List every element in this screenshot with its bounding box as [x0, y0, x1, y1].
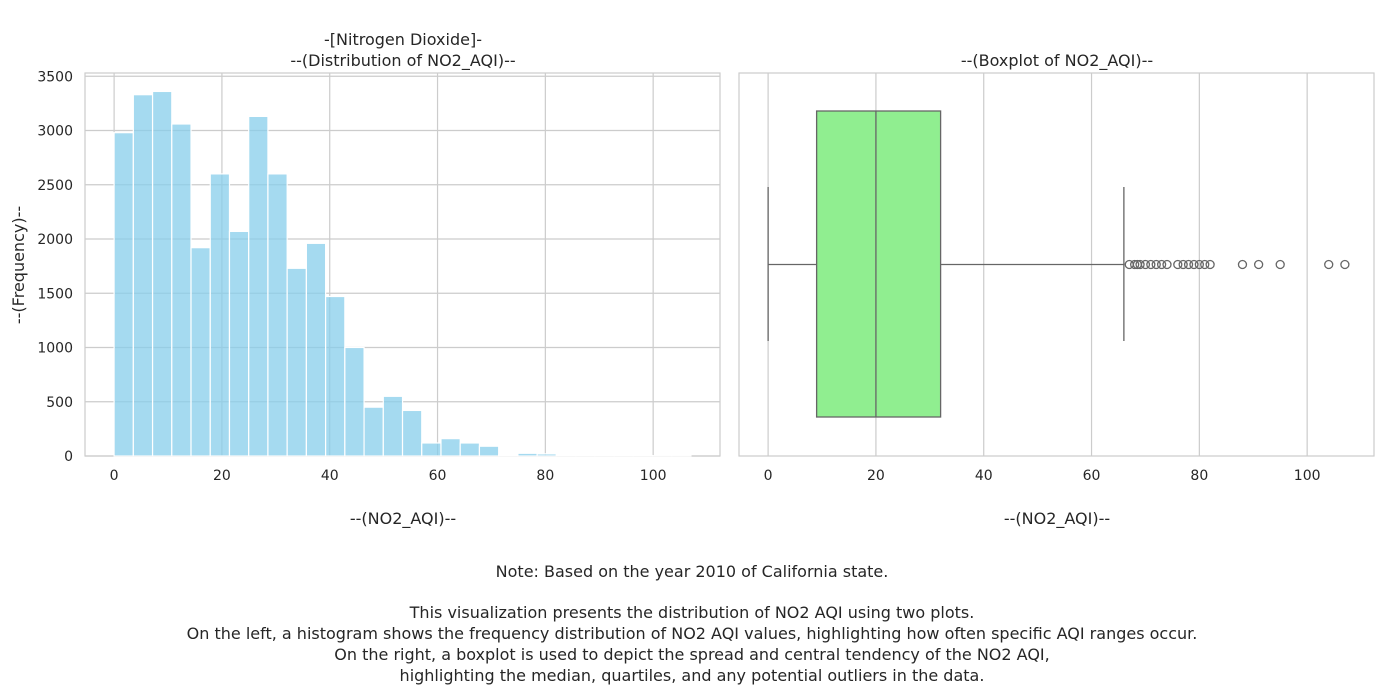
boxplot-x-tick-label: 80 — [1190, 468, 1208, 484]
boxplot-outlier-point — [1156, 259, 1167, 270]
histogram-bar — [305, 242, 327, 457]
histogram-y-tick-label: 1500 — [37, 286, 73, 302]
boxplot-outlier-point — [1140, 259, 1151, 270]
histogram-x-tick-label: 100 — [640, 468, 667, 484]
histogram-y-tick-label: 2500 — [37, 178, 73, 194]
histogram-bar — [613, 454, 634, 457]
boxplot-outlier-point — [1183, 259, 1194, 270]
histogram-bar — [132, 94, 154, 457]
boxplot-outlier-point — [1146, 259, 1156, 270]
histogram-bar — [574, 454, 596, 457]
histogram-y-tick-label: 3000 — [37, 124, 73, 140]
histogram-bar — [594, 454, 615, 457]
boxplot-outlier-point — [1151, 259, 1161, 270]
histogram-title: -[Nitrogen Dioxide]- — [324, 30, 482, 49]
boxplot-outlier-point — [1275, 259, 1285, 270]
histogram-x-tick-label: 20 — [213, 468, 231, 484]
note-description-line-2: On the left, a histogram shows the frequ… — [186, 624, 1198, 643]
histogram-x-ticks: 0 20 40 60 80 100 — [110, 468, 667, 484]
histogram-x-tick-label: 80 — [536, 468, 554, 484]
boxplot-marks — [767, 110, 1350, 418]
boxplot-outlier-point — [1135, 259, 1145, 270]
histogram-bar — [344, 346, 365, 457]
boxplot-x-tick-label: 100 — [1294, 468, 1321, 484]
histogram-bar — [286, 267, 307, 457]
note-source: Note: Based on the year 2010 of Californ… — [495, 562, 889, 581]
boxplot-outlier-point — [1324, 259, 1334, 270]
boxplot-outlier-point — [1237, 259, 1248, 270]
boxplot-title: --(Boxplot of NO2_AQI)-- — [961, 51, 1153, 71]
boxplot-outlier-point — [1205, 259, 1215, 270]
note-description-line-1: This visualization presents the distribu… — [409, 603, 975, 622]
histogram-bar — [517, 452, 538, 457]
histogram-bar — [555, 454, 577, 457]
boxplot-x-tick-label: 40 — [975, 468, 993, 484]
boxplot-box — [815, 110, 942, 418]
histogram-bar — [363, 406, 384, 457]
histogram-bar — [267, 173, 288, 457]
histogram-bar — [228, 230, 250, 457]
histogram-chart: 0 20 40 60 80 100 0 500 1000 1500 2000 2500 3000 350… — [9, 30, 721, 529]
histogram-bar — [440, 438, 461, 457]
boxplot-x-ticks: 0 20 40 60 80 100 — [764, 468, 1321, 484]
histogram-y-label: --(Frequency)-- — [9, 206, 28, 324]
histogram-bar — [459, 442, 481, 457]
boxplot-outlier-point — [1340, 259, 1350, 270]
histogram-bar — [171, 123, 192, 457]
boxplot-x-label: --(NO2_AQI)-- — [1004, 509, 1110, 529]
histogram-bar — [536, 453, 557, 457]
histogram-subtitle: --(Distribution of NO2_AQI)-- — [290, 51, 515, 71]
histogram-bar — [113, 132, 134, 457]
boxplot-x-tick-label: 60 — [1083, 468, 1101, 484]
histogram-bars — [113, 90, 692, 457]
histogram-x-tick-label: 60 — [429, 468, 447, 484]
histogram-y-tick-label: 0 — [64, 449, 73, 465]
boxplot-x-tick-label: 0 — [764, 468, 773, 484]
histogram-bar — [401, 409, 423, 457]
histogram-y-ticks: 0 500 1000 1500 2000 2500 3000 3500 — [37, 69, 73, 465]
histogram-y-tick-label: 500 — [46, 395, 73, 411]
boxplot-outlier-point — [1130, 259, 1140, 270]
histogram-bar — [478, 445, 500, 457]
boxplot-outlier-point — [1178, 259, 1188, 270]
histogram-y-tick-label: 1000 — [37, 341, 73, 357]
histogram-bar — [209, 173, 231, 457]
boxplot-outlier-point — [1189, 259, 1199, 270]
histogram-bar — [325, 295, 346, 457]
histogram-y-tick-label: 3500 — [37, 69, 73, 85]
histogram-x-tick-label: 40 — [321, 468, 339, 484]
boxplot-x-tick-label: 20 — [867, 468, 885, 484]
histogram-x-label: --(NO2_AQI)-- — [350, 509, 456, 529]
note-description-line-4: highlighting the median, quartiles, and … — [399, 666, 985, 685]
histogram-y-tick-label: 2000 — [37, 232, 73, 248]
boxplot-outlier-point — [1173, 259, 1183, 270]
histogram-bar — [151, 90, 173, 457]
histogram-bar — [382, 395, 404, 457]
histogram-bar — [498, 454, 519, 457]
histogram-bar — [248, 115, 269, 457]
histogram-x-tick-label: 0 — [110, 468, 119, 484]
note-description-line-3: On the right, a boxplot is used to depic… — [334, 645, 1050, 664]
boxplot-outlier-point — [1162, 259, 1172, 270]
histogram-bar — [421, 442, 442, 457]
boxplot-outlier-point — [1253, 259, 1264, 270]
histogram-bar — [190, 247, 211, 457]
figure: 0 20 40 60 80 100 050010001500200025003000350… — [9, 30, 1375, 529]
boxplot-outlier-point — [1194, 259, 1204, 270]
boxplot-outlier-point — [1200, 259, 1210, 270]
boxplot-chart: 0 20 40 60 80 100 --(Boxplot of NO2_AQI)-- --… — [738, 51, 1375, 529]
